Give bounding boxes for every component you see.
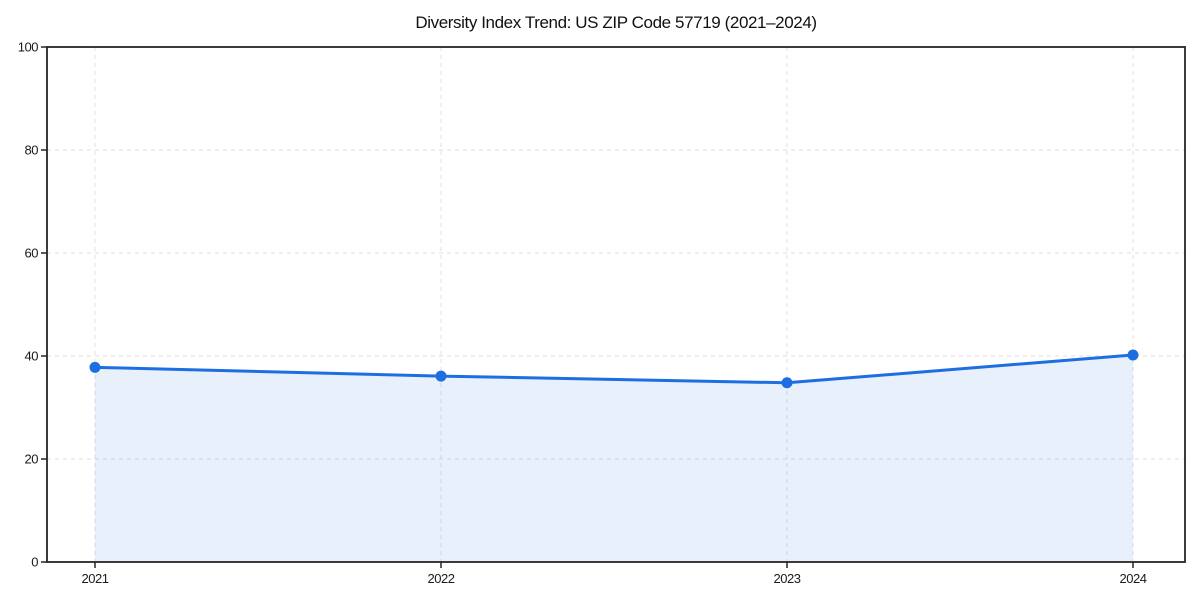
y-tick-label: 0	[31, 555, 38, 570]
y-tick-label: 80	[25, 143, 39, 158]
x-tick-label: 2022	[428, 571, 455, 586]
y-tick-label: 20	[25, 452, 39, 467]
data-point-marker	[89, 361, 101, 373]
y-tick-label: 40	[25, 349, 39, 364]
data-point-marker	[781, 377, 793, 389]
x-tick-label: 2024	[1120, 571, 1147, 586]
y-tick-label: 60	[25, 246, 39, 261]
chart-title: Diversity Index Trend: US ZIP Code 57719…	[415, 13, 817, 32]
trend-line	[93, 353, 1135, 385]
x-tick-label: 2021	[82, 571, 109, 586]
y-tick-label: 100	[18, 40, 38, 55]
area-fill	[95, 354, 1133, 562]
plot-spines	[46, 46, 1186, 563]
data-point-marker	[1127, 349, 1139, 361]
x-tick-label: 2023	[774, 571, 801, 586]
data-point-marker	[435, 370, 447, 382]
